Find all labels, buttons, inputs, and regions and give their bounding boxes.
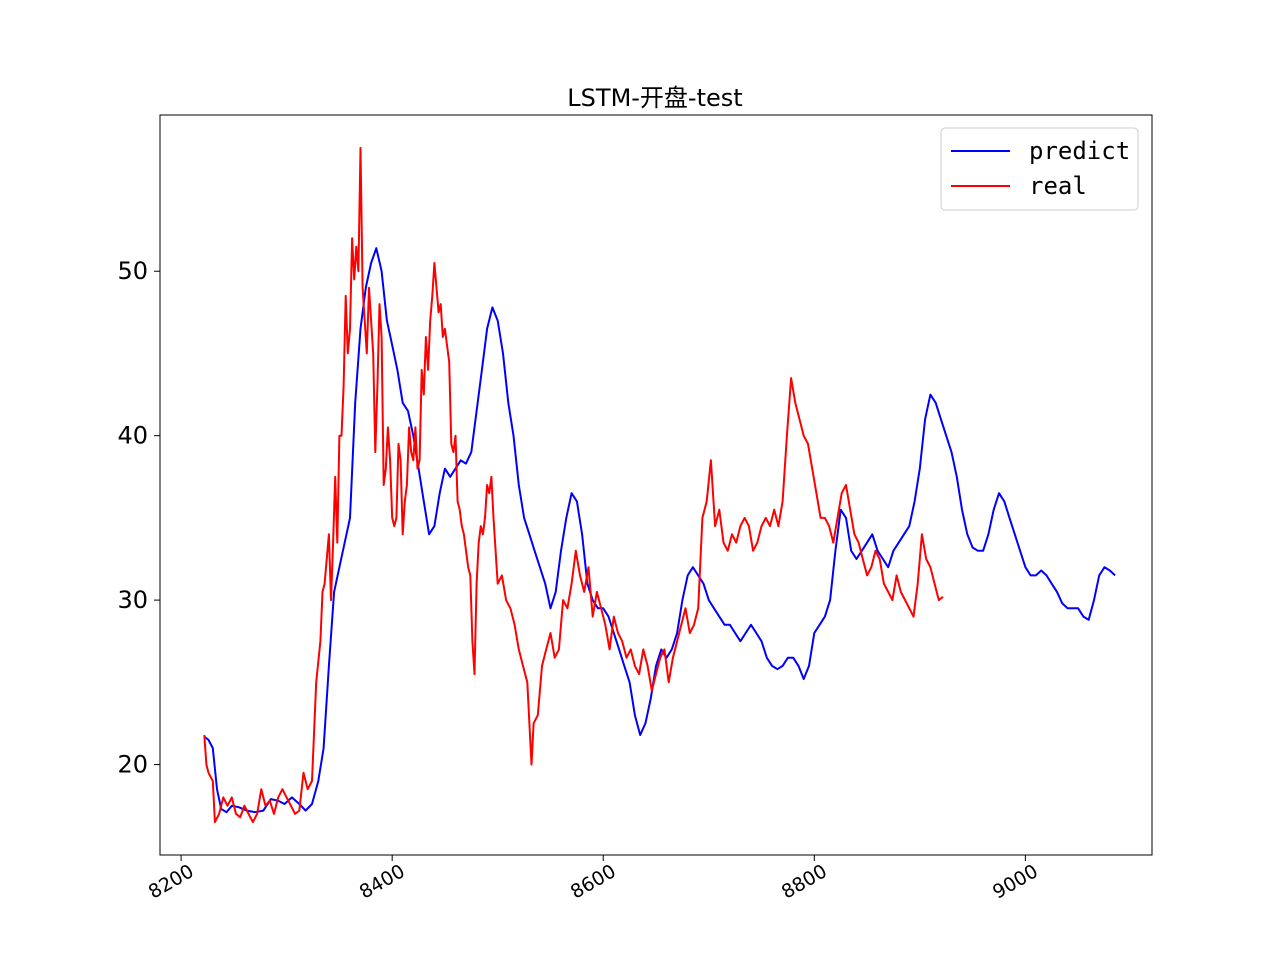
y-tick-label: 20 <box>117 751 148 779</box>
y-axis: 20 30 40 50 <box>117 257 160 779</box>
x-axis: 8200 8400 8600 8800 9000 <box>145 855 1042 904</box>
x-tick-label: 8400 <box>356 860 409 903</box>
series-layer <box>203 146 1116 824</box>
x-tick-label: 8200 <box>145 860 198 903</box>
plot-area <box>159 114 1153 856</box>
x-tick-label: 8600 <box>567 860 620 903</box>
series-line-predict <box>203 247 1116 814</box>
series-line-real <box>203 146 944 824</box>
y-tick-label: 30 <box>117 586 148 614</box>
legend-label-real: real <box>1029 172 1087 200</box>
y-tick-label: 40 <box>117 422 148 450</box>
x-tick-label: 8800 <box>778 860 831 903</box>
chart-title: LSTM-开盘-test <box>567 84 742 112</box>
legend-label-predict: predict <box>1029 137 1130 165</box>
legend: predict real <box>940 127 1139 211</box>
legend-box <box>940 127 1139 211</box>
x-tick-label: 9000 <box>989 860 1042 903</box>
y-tick-label: 50 <box>117 257 148 285</box>
